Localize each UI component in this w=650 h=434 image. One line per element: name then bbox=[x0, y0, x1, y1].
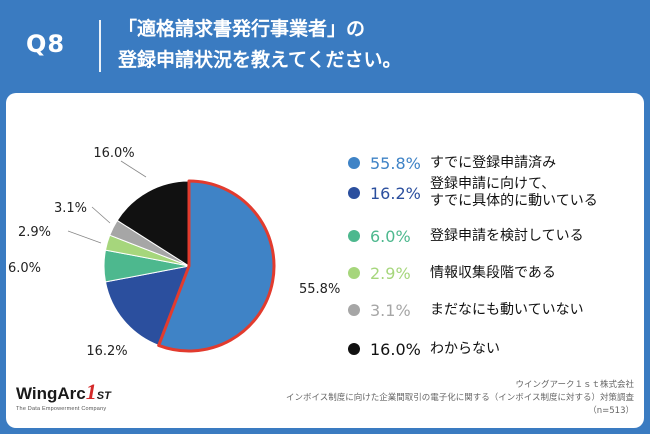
source-company: ウイングアーク１ｓｔ株式会社 bbox=[515, 380, 635, 390]
legend-percent: 2.9% bbox=[370, 263, 411, 283]
pie-chart: 55.8% 16.2% 6.0% 2.9%3.1% 16.0% bbox=[8, 146, 340, 359]
pie-slice bbox=[104, 265, 190, 347]
question-header: Q8 「適格請求書発行事業者」の 登録申請状況を教えてください。 bbox=[0, 0, 650, 92]
logo-mark: 1 bbox=[85, 379, 97, 404]
slice-value-label: 6.0% bbox=[8, 261, 41, 276]
leader-line bbox=[120, 160, 147, 178]
slice-value-label: 16.0% bbox=[93, 146, 134, 161]
legend-label: わからない bbox=[430, 340, 500, 357]
legend-item: 2.9% 情報収集段階である bbox=[348, 253, 556, 293]
legend-item: 16.2% 登録申請に向けて、 すでに具体的に動いている bbox=[348, 173, 598, 213]
slice-value-label: 55.8% bbox=[299, 282, 340, 297]
legend-swatch bbox=[348, 304, 360, 316]
question-title: 「適格請求書発行事業者」の 登録申請状況を教えてください。 bbox=[118, 14, 401, 76]
logo-name: WingArc bbox=[16, 384, 86, 403]
slice-value-label: 2.9% bbox=[18, 225, 51, 240]
legend-percent: 16.0% bbox=[370, 339, 421, 359]
leader-line bbox=[67, 230, 102, 244]
legend-item: 55.8% すでに登録申請済み bbox=[348, 143, 556, 183]
pie-slice bbox=[116, 180, 190, 267]
chart-card: 55.8% 16.2% 6.0% 2.9% 3.1% 16.0% 55.8% すでに登録申… bbox=[6, 93, 644, 428]
legend-swatch bbox=[348, 343, 360, 355]
legend-percent: 55.8% bbox=[370, 153, 421, 173]
logo-tagline: The Data Empowerment Company bbox=[16, 406, 107, 412]
pie-slice-highlight bbox=[157, 179, 276, 353]
legend-swatch bbox=[348, 267, 360, 279]
legend-percent: 6.0% bbox=[370, 226, 411, 246]
slice-value-label: 16.2% bbox=[86, 344, 127, 359]
legend-item: 16.0% わからない bbox=[348, 329, 500, 369]
source-survey: インボイス制度に向けた企業間取引の電子化に関する（インボイス制度に対する）対策調… bbox=[286, 393, 634, 403]
source-sample: （n=513） bbox=[588, 406, 634, 416]
legend-label: 情報収集段階である bbox=[430, 264, 556, 281]
legend-swatch bbox=[348, 230, 360, 242]
logo-mark-suffix: ST bbox=[96, 390, 111, 402]
legend-label: すでに登録申請済み bbox=[430, 154, 557, 171]
legend-item: 6.0% 登録申請を検討している bbox=[348, 216, 584, 256]
header-divider bbox=[99, 20, 101, 72]
legend-swatch bbox=[348, 157, 360, 169]
legend-percent: 16.2% bbox=[370, 183, 421, 203]
source-note: ウイングアーク１ｓｔ株式会社 インボイス制度に向けた企業間取引の電子化に関する（… bbox=[286, 379, 634, 418]
slice-value-label: 3.1% bbox=[54, 201, 87, 216]
leader-line bbox=[91, 206, 111, 224]
legend-item: 3.1% まだなにも動いていない bbox=[348, 290, 584, 330]
question-title-line1: 「適格請求書発行事業者」の bbox=[118, 18, 366, 40]
legend-label: まだなにも動いていない bbox=[430, 301, 584, 318]
legend-label: 登録申請を検討している bbox=[430, 227, 584, 244]
legend-label: 登録申請に向けて、 すでに具体的に動いている bbox=[430, 176, 598, 209]
legend-swatch bbox=[348, 187, 360, 199]
question-title-line2: 登録申請状況を教えてください。 bbox=[118, 49, 402, 71]
wingarc-logo: WingArc1ST The Data Empowerment Company bbox=[16, 379, 111, 412]
legend-percent: 3.1% bbox=[370, 300, 411, 320]
question-number: Q8 bbox=[26, 30, 66, 58]
